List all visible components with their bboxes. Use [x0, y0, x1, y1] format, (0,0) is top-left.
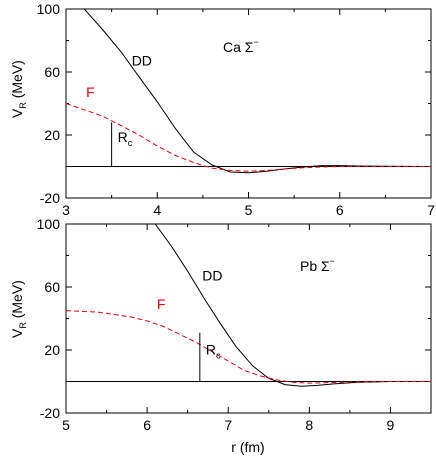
axis-ticks: [65, 223, 432, 414]
y-tick-label: 100: [37, 1, 61, 17]
series-curves: [66, 9, 431, 174]
x-tick-label: 6: [143, 417, 151, 433]
series-line-dd: [154, 224, 431, 387]
y-axis-label: VR (MeV): [9, 60, 28, 118]
x-tick-label: 4: [153, 202, 161, 218]
x-tick-labels: 5 6 7 8 9: [62, 417, 394, 433]
y-tick-label: 60: [44, 279, 60, 295]
x-axis-label: r (fm): [231, 439, 264, 455]
chart-panel-pb: 5 6 7 8 9 -20 20 60 100 Rc Pb Σ− DD F VR (MeV) r…: [9, 216, 432, 455]
series-labels: DD F: [86, 53, 152, 101]
series-label-f: F: [86, 84, 95, 100]
y-tick-label: 60: [44, 64, 60, 80]
x-tick-label: 5: [245, 202, 253, 218]
series-line-f: [66, 310, 431, 384]
y-tick-label: -20: [40, 405, 60, 421]
y-tick-label: 20: [44, 342, 60, 358]
series-label-dd: DD: [202, 268, 222, 284]
series-labels: DD F: [157, 268, 223, 312]
plot-frame: [65, 8, 432, 199]
x-tick-label: 9: [387, 417, 395, 433]
axis-ticks: [65, 8, 432, 199]
series-line-dd: [83, 9, 431, 174]
x-tick-labels: 3 4 5 6 7: [62, 202, 435, 218]
y-tick-label: 20: [44, 127, 60, 143]
y-tick-labels: -20 20 60 100: [37, 216, 61, 421]
y-tick-label: -20: [40, 190, 60, 206]
y-axis-label: VR (MeV): [9, 280, 28, 338]
plot-frame: [65, 223, 432, 414]
x-tick-label: 3: [62, 202, 70, 218]
series-line-f: [66, 103, 431, 172]
x-tick-label: 7: [224, 417, 232, 433]
rc-label: Rc: [118, 129, 133, 148]
x-tick-label: 8: [305, 417, 313, 433]
y-tick-labels: -20 20 60 100: [37, 1, 61, 206]
x-tick-label: 5: [62, 417, 70, 433]
series-label-f: F: [157, 296, 166, 312]
series-label-dd: DD: [132, 53, 152, 69]
series-curves: [66, 224, 431, 387]
chart-panel-ca: 3 4 5 6 7 -20 20 60 100 Rc Ca Σ− DD F VR (MeV): [9, 1, 435, 218]
x-tick-label: 7: [427, 202, 435, 218]
rc-label: Rc: [206, 342, 221, 361]
panel-annotation: Pb Σ−: [300, 256, 335, 274]
panel-annotation: Ca Σ−: [223, 37, 259, 55]
y-tick-label: 100: [37, 216, 61, 232]
x-tick-label: 6: [336, 202, 344, 218]
